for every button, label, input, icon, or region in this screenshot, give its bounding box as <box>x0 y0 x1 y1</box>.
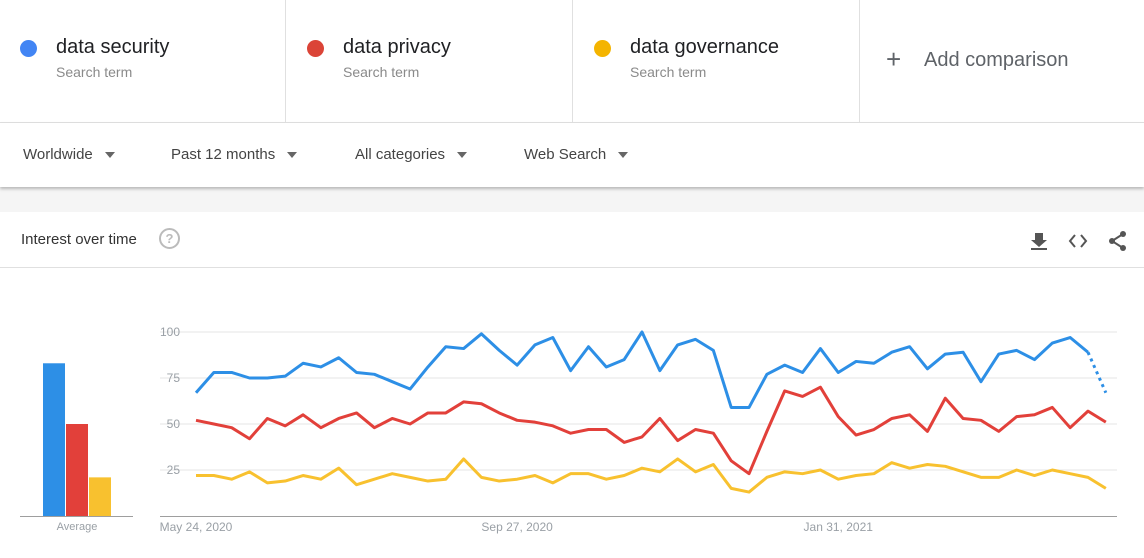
average-bar-data-security <box>43 363 65 516</box>
series-color-dot <box>307 40 324 57</box>
search-type-dropdown[interactable]: Web Search <box>524 146 629 163</box>
y-tick-label: 25 <box>167 463 181 477</box>
series-line-data-security <box>194 330 1089 409</box>
dropdown-label: Worldwide <box>23 146 93 163</box>
caret-down-icon <box>287 152 298 159</box>
embed-code-icon[interactable] <box>1067 230 1089 252</box>
category-dropdown[interactable]: All categories <box>355 146 468 163</box>
add-comparison-button[interactable]: + Add comparison <box>860 0 1144 122</box>
average-bar-data-governance <box>89 477 111 516</box>
section-separator <box>0 187 1144 212</box>
series-line-data-governance <box>196 457 1107 494</box>
series-color-dot <box>20 40 37 57</box>
x-tick-label: Sep 27, 2020 <box>481 520 553 534</box>
y-tick-label: 50 <box>167 417 181 431</box>
partial-data-segment <box>1086 351 1108 394</box>
caret-down-icon <box>457 152 468 159</box>
filter-bar: Worldwide Past 12 months All categories … <box>0 123 1144 187</box>
plus-icon: + <box>886 44 902 74</box>
series-line-data-privacy <box>195 385 1107 476</box>
x-tick-label: May 24, 2020 <box>160 520 233 534</box>
y-tick-label: 75 <box>167 371 181 385</box>
card-header: Interest over time ? <box>0 212 1144 268</box>
term-card-data-privacy[interactable]: data privacy Search term <box>287 0 573 122</box>
dropdown-label: Web Search <box>524 146 607 163</box>
dropdown-label: All categories <box>355 146 446 163</box>
interest-over-time-chart: 25 50 75 100 May 24, 2020 Sep 27, 2020 Jan 31,… <box>20 325 1117 534</box>
search-terms-bar: data security Search term data privacy S… <box>0 0 1144 123</box>
term-card-data-security[interactable]: data security Search term <box>0 0 286 122</box>
caret-down-icon <box>104 152 115 159</box>
series-color-dot <box>594 40 611 57</box>
term-name[interactable]: data governance <box>630 36 780 58</box>
caret-down-icon <box>618 152 629 159</box>
region-dropdown[interactable]: Worldwide <box>23 146 115 163</box>
share-icon[interactable] <box>1107 230 1129 252</box>
average-label: Average <box>57 521 98 533</box>
download-icon[interactable] <box>1028 230 1050 252</box>
card-title: Interest over time <box>21 231 137 248</box>
add-comparison-label: Add comparison <box>924 49 1069 71</box>
term-name[interactable]: data privacy <box>343 36 451 58</box>
x-tick-label: Jan 31, 2021 <box>804 520 874 534</box>
dropdown-label: Past 12 months <box>171 146 276 163</box>
average-bar-data-privacy <box>66 424 88 516</box>
term-type: Search term <box>630 64 707 80</box>
term-type: Search term <box>56 64 133 80</box>
term-card-data-governance[interactable]: data governance Search term <box>574 0 860 122</box>
help-icon[interactable]: ? <box>159 228 180 249</box>
time-range-dropdown[interactable]: Past 12 months <box>171 146 298 163</box>
y-tick-label: 100 <box>160 325 180 339</box>
term-name[interactable]: data security <box>56 36 170 58</box>
term-type: Search term <box>343 64 420 80</box>
